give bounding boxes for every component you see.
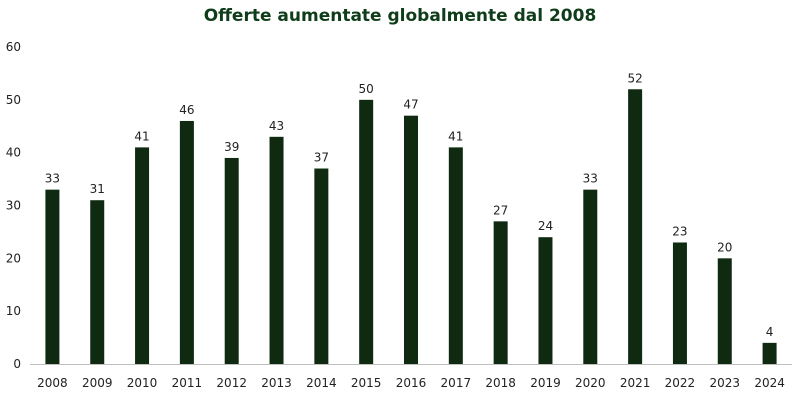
x-tick-label: 2020 [575,376,606,390]
bar [359,99,374,364]
x-tick-label: 2013 [261,376,292,390]
y-tick-label: 40 [6,146,21,160]
x-tick-label: 2015 [351,376,382,390]
y-tick-label: 20 [6,251,21,265]
chart-title: Offerte aumentate globalmente dal 2008 [203,6,597,26]
data-label: 31 [90,182,105,196]
bar [717,258,732,364]
x-tick-label: 2009 [82,376,113,390]
x-tick-label: 2012 [216,376,247,390]
data-label: 41 [448,129,463,143]
data-label: 47 [403,98,418,112]
x-tick-label: 2023 [709,376,740,390]
bar [493,221,508,364]
data-label: 46 [179,103,194,117]
bar [45,189,60,364]
data-label: 37 [314,151,329,165]
data-label: 27 [493,203,508,217]
y-tick-label: 10 [6,304,21,318]
x-tick-label: 2019 [530,376,561,390]
data-label: 33 [583,172,598,186]
data-label: 4 [766,325,774,339]
bar [90,200,105,364]
bar [672,242,687,364]
x-tick-label: 2016 [396,376,427,390]
y-tick-label: 0 [13,357,21,371]
x-tick-label: 2008 [37,376,68,390]
bar [135,147,150,364]
bar [269,136,284,364]
data-label: 24 [538,219,553,233]
x-tick-label: 2011 [172,376,203,390]
data-label: 41 [134,129,149,143]
data-label: 23 [672,224,687,238]
y-tick-label: 60 [6,40,21,54]
bar [448,147,463,364]
x-tick-label: 2018 [485,376,516,390]
bar [762,342,777,364]
y-tick-label: 30 [6,199,21,213]
bar [179,120,194,364]
x-tick-label: 2024 [754,376,785,390]
data-label: 43 [269,119,284,133]
bar [314,168,329,364]
bar [224,157,239,364]
x-tick-label: 2022 [665,376,696,390]
data-label: 50 [359,82,374,96]
data-label: 39 [224,140,239,154]
x-tick-label: 2021 [620,376,651,390]
data-label: 52 [627,71,642,85]
bar [404,115,418,364]
x-tick-label: 2010 [127,376,158,390]
bar [583,189,598,364]
x-tick-label: 2017 [441,376,472,390]
bar [538,237,553,364]
bar [628,89,643,365]
x-tick-label: 2014 [306,376,337,390]
data-label: 33 [45,172,60,186]
y-tick-label: 50 [6,93,21,107]
data-label: 20 [717,240,732,254]
